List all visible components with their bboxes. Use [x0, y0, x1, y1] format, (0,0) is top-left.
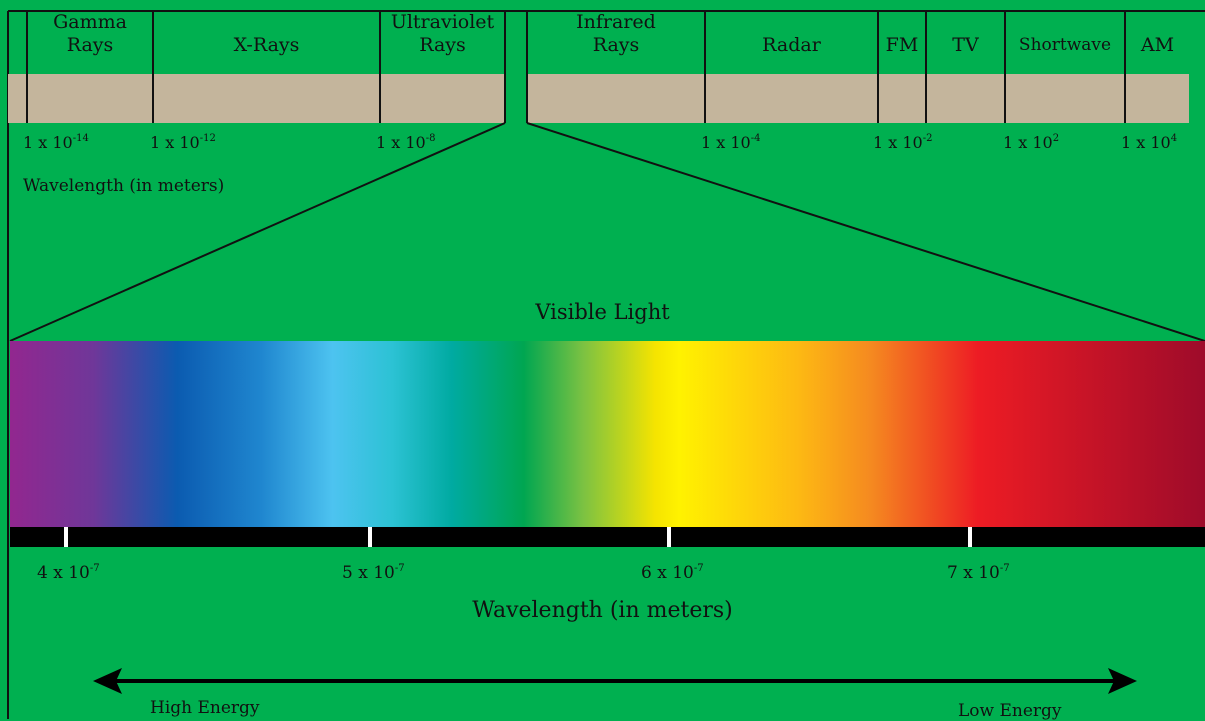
energy-arrow-right-head: [1108, 668, 1137, 694]
band-label-line: X-Rays: [233, 34, 300, 56]
tick-label: 1 x 10-2: [873, 133, 932, 152]
band-label-line: Rays: [592, 34, 640, 56]
tick-mantissa: 1 x 10: [701, 133, 751, 152]
high-energy-label: High Energy: [150, 698, 260, 718]
low-energy-label: Low Energy: [958, 701, 1062, 721]
tick-exponent: -14: [72, 133, 89, 144]
tick-mantissa: 4 x 10: [37, 563, 90, 583]
band-label-gamma: Gamma Rays: [27, 11, 153, 57]
tick-exponent: -12: [199, 133, 216, 144]
tick-exponent: -8: [425, 133, 436, 144]
band-label-tv: TV: [926, 34, 1005, 57]
band-label-radar: Radar: [705, 34, 878, 57]
tick-exponent: -7: [999, 563, 1010, 574]
visible-spectrum-bar: [10, 341, 1205, 527]
band-strip-right: [527, 74, 1189, 123]
band-label-line: Rays: [66, 34, 114, 56]
tick-mantissa: 1 x 10: [1003, 133, 1053, 152]
visible-tick-mark: [368, 527, 372, 547]
band-label-xrays: X-Rays: [153, 34, 380, 57]
band-label-line: Rays: [419, 34, 466, 56]
band-label-shortwave: Shortwave: [1005, 34, 1125, 57]
tick-label: 1 x 10-12: [150, 133, 216, 152]
tick-mantissa: 1 x 10: [23, 133, 73, 152]
tick-exponent: -7: [693, 563, 704, 574]
tick-exponent: -2: [922, 133, 933, 144]
visible-tick-mark: [64, 527, 68, 547]
tick-label: 1 x 10-4: [701, 133, 760, 152]
tick-mantissa: 6 x 10: [641, 563, 694, 583]
visible-axis-bar: [10, 527, 1205, 547]
band-strip-left: [8, 74, 505, 123]
tick-exponent: -7: [89, 563, 100, 574]
tick-exponent: 2: [1052, 133, 1060, 144]
tick-mantissa: 1 x 10: [1121, 133, 1171, 152]
tick-label: 1 x 10-14: [23, 133, 89, 152]
band-label-line: AM: [1140, 34, 1175, 56]
visible-tick-mark: [667, 527, 671, 547]
band-label-line: Radar: [762, 34, 821, 56]
band-label-line: FM: [885, 34, 919, 56]
zoom-line-right: [526, 122, 1205, 342]
visible-tick-label: 5 x 10-7: [342, 563, 405, 583]
tick-exponent: -7: [394, 563, 405, 574]
visible-light-title: Visible Light: [535, 300, 670, 324]
tick-mantissa: 1 x 10: [376, 133, 426, 152]
tick-label: 1 x 102: [1003, 133, 1059, 152]
visible-axis-label: Wavelength (in meters): [472, 598, 733, 623]
tick-label: 1 x 10-8: [376, 133, 435, 152]
band-label-infrared: Infrared Rays: [527, 11, 705, 57]
tick-label: 1 x 104: [1121, 133, 1177, 152]
tick-mantissa: 1 x 10: [150, 133, 200, 152]
band-label-am: AM: [1125, 34, 1190, 57]
band-label-line: Shortwave: [1018, 35, 1112, 55]
band-label-line: Infrared: [576, 11, 656, 33]
visible-tick-mark: [968, 527, 972, 547]
band-label-ultraviolet: Ultraviolet Rays: [378, 11, 507, 57]
band-label-line: Gamma: [53, 11, 127, 33]
tick-mantissa: 5 x 10: [342, 563, 395, 583]
band-label-line: Ultraviolet: [390, 11, 495, 33]
tick-mantissa: 1 x 10: [873, 133, 923, 152]
tick-mantissa: 7 x 10: [947, 563, 1000, 583]
band-label-fm: FM: [878, 34, 926, 57]
tick-exponent: 4: [1170, 133, 1178, 144]
tick-exponent: -4: [750, 133, 761, 144]
visible-tick-label: 7 x 10-7: [947, 563, 1010, 583]
visible-tick-label: 6 x 10-7: [641, 563, 704, 583]
spectrum-axis-label: Wavelength (in meters): [23, 176, 225, 196]
energy-arrow-left-head: [93, 668, 122, 694]
zoom-line-left: [9, 122, 506, 342]
visible-tick-label: 4 x 10-7: [37, 563, 100, 583]
band-label-line: TV: [952, 34, 979, 56]
